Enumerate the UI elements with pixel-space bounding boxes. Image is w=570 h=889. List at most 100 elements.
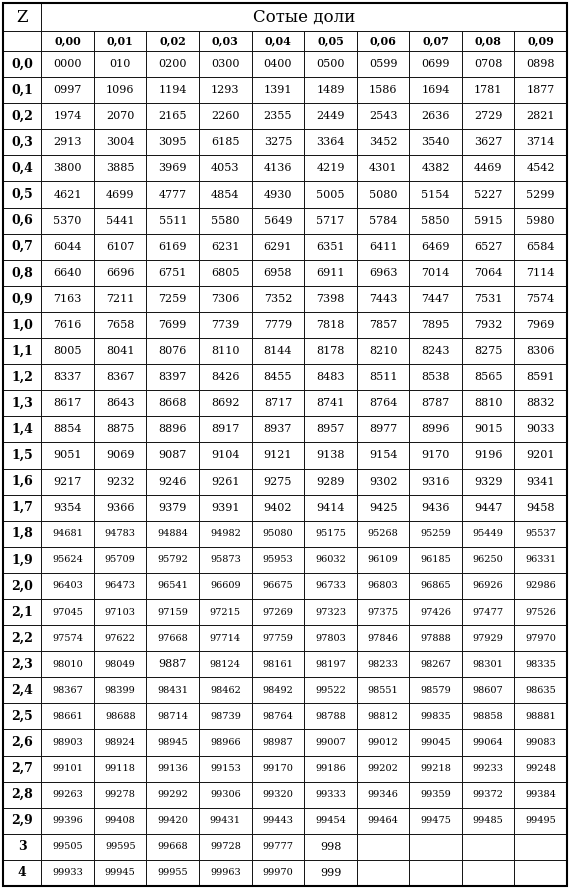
Bar	[94, 494, 146, 521]
Bar	[42, 312, 94, 338]
Text: 7574: 7574	[527, 294, 555, 304]
Text: 99136: 99136	[157, 764, 188, 773]
Text: 7895: 7895	[421, 320, 450, 330]
Bar	[409, 129, 462, 156]
Text: 99202: 99202	[368, 764, 398, 773]
Text: 98197: 98197	[315, 660, 346, 669]
Text: 99777: 99777	[262, 843, 294, 852]
Text: 97622: 97622	[105, 634, 136, 643]
Text: 99396: 99396	[52, 816, 83, 825]
Text: 2,0: 2,0	[11, 580, 33, 592]
Bar	[304, 181, 357, 207]
Bar	[94, 469, 146, 494]
Text: 3095: 3095	[158, 137, 187, 148]
Bar	[304, 103, 357, 129]
Bar	[515, 730, 567, 756]
Bar	[409, 390, 462, 416]
Bar	[409, 181, 462, 207]
Text: 3800: 3800	[54, 164, 82, 173]
Bar	[42, 286, 94, 312]
Text: 97426: 97426	[420, 607, 451, 616]
Bar	[3, 573, 42, 599]
Text: 6291: 6291	[264, 242, 292, 252]
Bar	[304, 51, 357, 77]
Text: 8875: 8875	[106, 424, 135, 435]
Text: 7447: 7447	[421, 294, 450, 304]
Bar	[357, 156, 409, 181]
Bar	[409, 338, 462, 364]
Bar	[357, 521, 409, 547]
Text: 97045: 97045	[52, 607, 83, 616]
Bar	[3, 781, 42, 808]
Bar	[3, 443, 42, 469]
Bar	[42, 651, 94, 677]
Bar	[199, 703, 251, 730]
Bar	[42, 677, 94, 703]
Bar	[357, 77, 409, 103]
Bar	[199, 312, 251, 338]
Bar	[304, 781, 357, 808]
Bar	[462, 338, 515, 364]
Text: 8854: 8854	[54, 424, 82, 435]
Text: 98661: 98661	[52, 712, 83, 721]
Text: 2729: 2729	[474, 111, 502, 121]
Bar	[94, 781, 146, 808]
Text: 2260: 2260	[211, 111, 239, 121]
Text: 8005: 8005	[54, 346, 82, 356]
Bar	[3, 494, 42, 521]
Text: 8538: 8538	[421, 372, 450, 382]
Bar	[199, 51, 251, 77]
Bar	[409, 286, 462, 312]
Bar	[515, 416, 567, 443]
Text: 6640: 6640	[54, 268, 82, 277]
Bar	[199, 156, 251, 181]
Bar	[146, 756, 199, 781]
Text: 96403: 96403	[52, 581, 83, 590]
Text: 0000: 0000	[54, 59, 82, 69]
Text: 0,09: 0,09	[527, 36, 554, 46]
Text: 3540: 3540	[421, 137, 450, 148]
Text: 2,2: 2,2	[11, 631, 33, 645]
Bar	[42, 77, 94, 103]
Bar	[3, 703, 42, 730]
Bar	[251, 599, 304, 625]
Text: 8110: 8110	[211, 346, 239, 356]
Text: 7064: 7064	[474, 268, 502, 277]
Bar	[199, 286, 251, 312]
Bar	[146, 156, 199, 181]
Text: 96926: 96926	[473, 581, 503, 590]
Text: 99170: 99170	[262, 764, 294, 773]
Text: 6696: 6696	[106, 268, 135, 277]
Bar	[304, 312, 357, 338]
Text: 8617: 8617	[54, 398, 82, 408]
Text: 9196: 9196	[474, 451, 502, 461]
Text: 6231: 6231	[211, 242, 239, 252]
Text: 3452: 3452	[369, 137, 397, 148]
Bar	[3, 521, 42, 547]
Bar	[146, 781, 199, 808]
Text: 99933: 99933	[52, 869, 83, 877]
Text: 98714: 98714	[157, 712, 188, 721]
Bar	[3, 416, 42, 443]
Bar	[357, 730, 409, 756]
Bar	[42, 103, 94, 129]
Text: 99320: 99320	[262, 790, 294, 799]
Bar	[94, 599, 146, 625]
Text: 7739: 7739	[211, 320, 239, 330]
Bar	[42, 756, 94, 781]
Bar	[409, 103, 462, 129]
Bar	[3, 103, 42, 129]
Bar	[146, 494, 199, 521]
Text: 95873: 95873	[210, 556, 241, 565]
Text: 1194: 1194	[158, 85, 187, 95]
Bar	[94, 730, 146, 756]
Bar	[199, 651, 251, 677]
Bar	[304, 756, 357, 781]
Text: 1096: 1096	[106, 85, 135, 95]
Bar	[462, 156, 515, 181]
Text: 2,6: 2,6	[11, 736, 33, 749]
Bar	[304, 860, 357, 886]
Text: 3004: 3004	[106, 137, 135, 148]
Bar	[146, 364, 199, 390]
Bar	[146, 703, 199, 730]
